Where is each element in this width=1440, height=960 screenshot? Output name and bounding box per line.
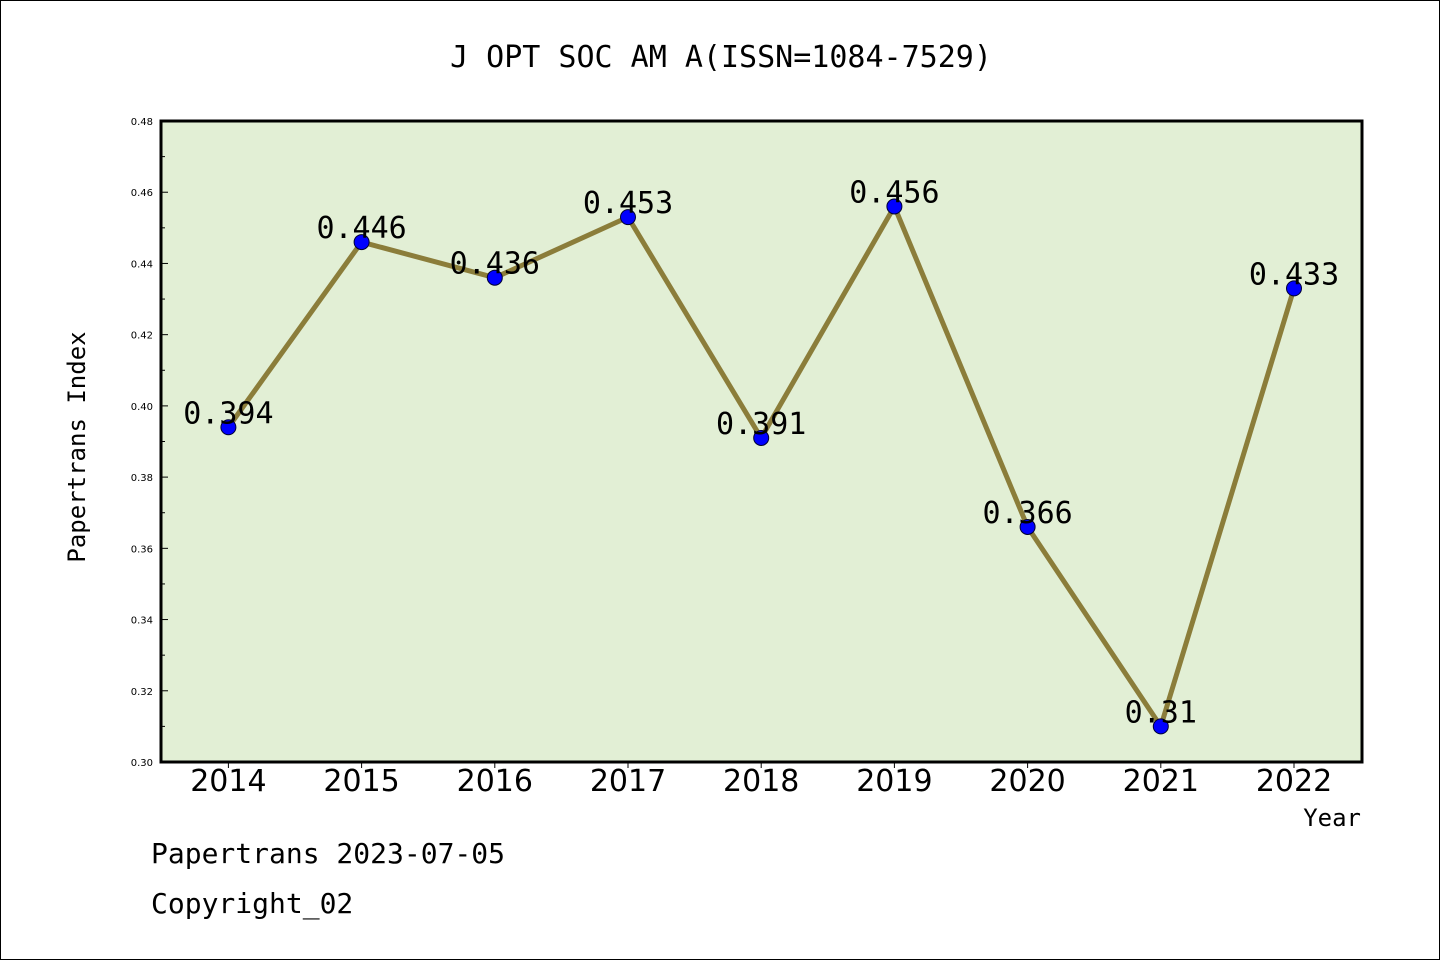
x-tick-label: 2021 [1123,764,1199,799]
x-tick-label: 2014 [190,764,266,799]
data-label: 0.391 [716,407,806,442]
chart-title: J OPT SOC AM A(ISSN=1084-7529) [450,40,992,75]
y-tick-label: 0.32 [131,687,153,698]
data-label: 0.31 [1125,695,1197,730]
series [220,198,1302,735]
x-tick-label: 2018 [723,764,799,799]
y-tick-label: 0.30 [131,758,153,769]
y-tick-label: 0.44 [131,259,153,270]
data-label: 0.433 [1249,257,1339,292]
x-tick-label: 2017 [590,764,666,799]
data-point [1152,718,1169,735]
x-tick-label: 2019 [856,764,932,799]
data-point [620,209,636,226]
y-tick-label: 0.46 [131,188,153,199]
data-label: 0.394 [183,396,273,431]
data-point [220,419,237,436]
y-axis: 0.30 0.32 0.34 0.36 0.38 0.40 0.42 0.44 0.46 0.48 [131,117,168,769]
x-tick-label: 2016 [457,764,533,799]
x-axis-label: Year [1303,804,1361,832]
y-tick-label: 0.34 [131,616,153,627]
data-label: 0.436 [450,247,540,282]
data-point [886,198,903,215]
y-axis-label: Papertrans Index [63,331,91,562]
footer-copyright: Copyright_02 [151,887,354,920]
data-label: 0.366 [982,496,1072,531]
y-tick-label: 0.36 [131,544,153,555]
y-tick-label: 0.38 [131,473,153,484]
x-axis: 2014 2015 2016 2017 2018 2019 2020 2021 2022 [190,762,1332,799]
x-tick-label: 2015 [323,764,399,799]
data-point [1286,280,1302,297]
y-tick-label: 0.48 [131,117,153,128]
data-label: 0.456 [849,175,939,210]
x-tick-label: 2020 [989,764,1065,799]
data-point [353,234,370,251]
data-point [486,269,503,286]
data-label: 0.446 [316,211,406,246]
y-tick-label: 0.42 [131,331,153,342]
data-point [1019,518,1036,535]
footer-date: Papertrans 2023-07-05 [151,837,506,870]
data-labels: 0.394 0.446 0.436 0.453 0.391 0.456 0.366 0.31 0… [183,175,1339,730]
x-tick-label: 2022 [1256,764,1332,799]
data-point [753,429,770,446]
data-label: 0.453 [583,186,673,221]
y-tick-label: 0.40 [131,402,153,413]
